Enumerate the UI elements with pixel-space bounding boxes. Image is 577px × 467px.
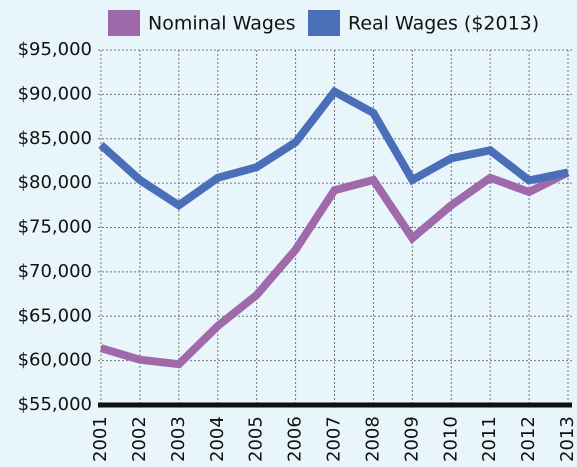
y-tick-label: $90,000 <box>18 83 92 104</box>
legend-swatch <box>308 10 340 36</box>
x-tick-label: 2004 <box>207 416 228 462</box>
y-tick-label: $70,000 <box>18 261 92 282</box>
x-tick-label: 2001 <box>90 416 111 462</box>
y-tick-label: $60,000 <box>18 350 92 371</box>
y-tick-label: $75,000 <box>18 217 92 238</box>
line-series <box>99 168 570 369</box>
x-tick-label: 2012 <box>518 416 539 462</box>
x-tick-label: 2005 <box>246 416 267 462</box>
y-tick-label: $85,000 <box>18 128 92 149</box>
y-tick-label: $95,000 <box>18 39 92 60</box>
x-tick-label: 2011 <box>479 416 500 462</box>
x-tick-label: 2008 <box>362 416 383 462</box>
y-tick-label: $55,000 <box>18 394 92 415</box>
y-tick-label: $65,000 <box>18 305 92 326</box>
y-tick-label: $80,000 <box>18 172 92 193</box>
x-tick-label: 2010 <box>440 416 461 462</box>
legend-label: Nominal Wages <box>148 13 296 35</box>
x-tick-label: 2007 <box>324 416 345 462</box>
x-tick-label: 2013 <box>557 416 577 462</box>
x-tick-label: 2006 <box>285 416 306 462</box>
x-tick-label: 2002 <box>129 416 150 462</box>
x-tick-label: 2009 <box>401 416 422 462</box>
line-series <box>98 86 569 211</box>
x-tick-label: 2003 <box>168 416 189 462</box>
legend-swatch <box>108 10 140 36</box>
legend-label: Real Wages ($2013) <box>348 13 539 35</box>
